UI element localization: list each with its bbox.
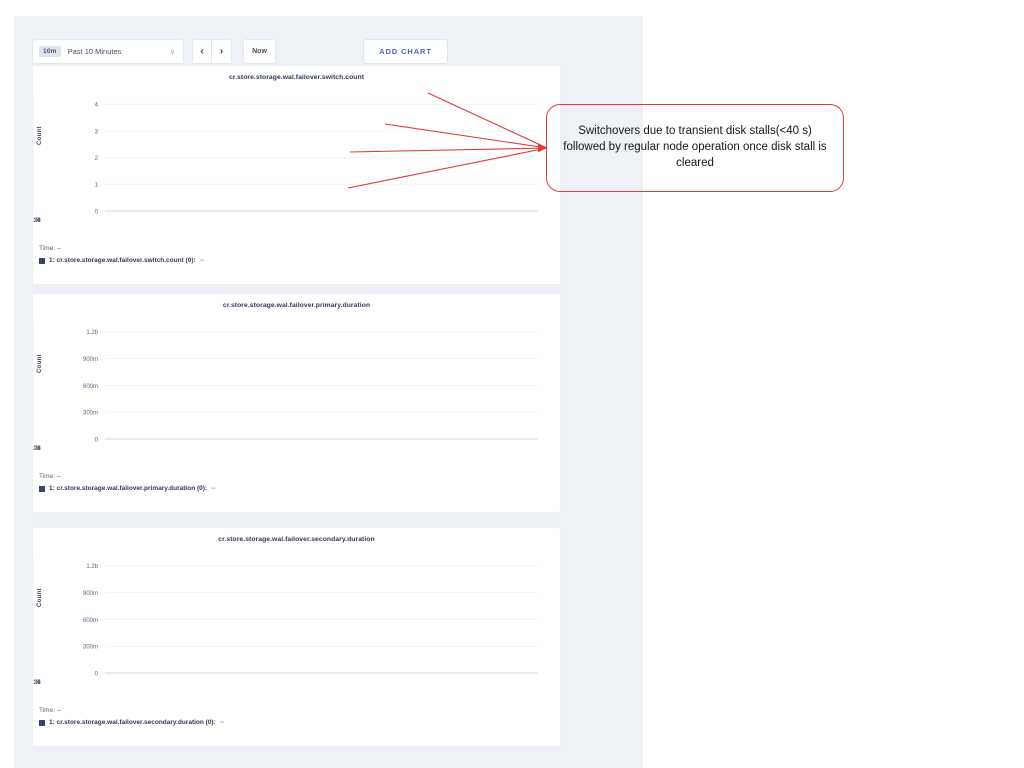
svg-text:19:27: 19:27 — [33, 446, 41, 452]
svg-text:19:24: 19:24 — [33, 446, 41, 452]
svg-text:0: 0 — [95, 671, 99, 677]
svg-text:19:27: 19:27 — [33, 218, 41, 224]
time-readout: Time: -- — [33, 469, 560, 480]
svg-text:0: 0 — [95, 437, 99, 443]
svg-text:19:27: 19:27 — [33, 680, 41, 686]
svg-text:19:29: 19:29 — [33, 446, 41, 452]
chevron-down-icon: ∨ — [169, 48, 175, 56]
y-axis-label: Count — [37, 588, 43, 607]
time-readout-label: Time: — [39, 245, 56, 252]
time-readout-label: Time: — [39, 707, 56, 714]
svg-text:0: 0 — [95, 209, 99, 215]
now-button[interactable]: Now — [243, 39, 276, 64]
chart-plot-svg[interactable]: 0 300m 600m 900m 1.2b 19:2119:2219:2319:2419:… — [33, 309, 562, 469]
svg-text:19:29: 19:29 — [33, 680, 41, 686]
chart-panel: cr.store.storage.wal.failover.switch.cou… — [32, 65, 561, 285]
chart-panel: cr.store.storage.wal.failover.secondary.… — [32, 527, 561, 747]
legend-value: -- — [199, 257, 204, 264]
svg-text:19:28: 19:28 — [33, 680, 41, 686]
y-axis-label: Count — [37, 126, 43, 145]
plot-area: Count 0 300m 600m 900m 1.2b 19:2119:2219:2319… — [33, 309, 562, 469]
svg-text:19:22: 19:22 — [33, 446, 41, 452]
svg-text:19:25: 19:25 — [33, 680, 41, 686]
svg-text:19:23: 19:23 — [33, 446, 41, 452]
add-chart-button[interactable]: ADD CHART — [363, 39, 448, 64]
next-range-button[interactable]: › — [212, 39, 232, 64]
svg-text:300m: 300m — [83, 645, 98, 651]
time-readout-value: -- — [56, 245, 62, 252]
svg-text:19:28: 19:28 — [33, 446, 41, 452]
plot-area: Count 0 300m 600m 900m 1.2b 19:2119:2219:2319… — [33, 543, 562, 703]
time-readout: Time: -- — [33, 703, 560, 714]
chart-plot-svg[interactable]: 0 1 2 3 4 19:2119:2219:2319:2419:2519:2619:27… — [33, 81, 562, 241]
legend-swatch-icon — [39, 485, 45, 492]
svg-text:19:22: 19:22 — [33, 680, 41, 686]
legend-value: -- — [211, 485, 216, 492]
svg-text:19:22: 19:22 — [33, 218, 41, 224]
svg-text:19:25: 19:25 — [33, 446, 41, 452]
svg-text:19:28: 19:28 — [33, 218, 41, 224]
svg-text:600m: 600m — [83, 618, 98, 624]
chart-title: cr.store.storage.wal.failover.primary.du… — [222, 302, 371, 309]
time-readout-label: Time: — [39, 473, 56, 480]
svg-text:4: 4 — [95, 103, 99, 109]
plot-area: Count 0 1 2 3 4 19:2119:2219:2319:2419:2519:2… — [33, 81, 562, 241]
time-range-label: Past 10 Minutes — [67, 47, 122, 56]
legend-swatch-icon — [39, 719, 45, 726]
svg-text:3: 3 — [95, 129, 99, 135]
y-axis-label: Count — [37, 354, 43, 373]
svg-text:1.2b: 1.2b — [86, 564, 98, 570]
svg-text:900m: 900m — [83, 357, 98, 363]
legend-label: 1: cr.store.storage.wal.failover.primary… — [49, 485, 208, 492]
annotation-text: Switchovers due to transient disk stalls… — [563, 125, 827, 169]
svg-text:1: 1 — [95, 183, 99, 189]
chart-panel: cr.store.storage.wal.failover.primary.du… — [32, 293, 561, 513]
chart-legend[interactable]: 1: cr.store.storage.wal.failover.primary… — [33, 480, 560, 492]
annotation-callout: Switchovers due to transient disk stalls… — [546, 104, 844, 192]
time-readout-value: -- — [56, 473, 62, 480]
time-range-select[interactable]: 10m Past 10 Minutes ∨ — [32, 39, 184, 64]
svg-text:1.2b: 1.2b — [86, 330, 98, 336]
svg-text:600m: 600m — [83, 384, 98, 390]
svg-text:19:26: 19:26 — [33, 446, 41, 452]
svg-text:19:23: 19:23 — [33, 218, 41, 224]
svg-text:2: 2 — [95, 156, 99, 162]
dashboard-toolbar: 10m Past 10 Minutes ∨ ‹ › Now ADD CHART — [32, 39, 617, 64]
legend-label: 1: cr.store.storage.wal.failover.seconda… — [49, 719, 216, 726]
svg-text:19:23: 19:23 — [33, 680, 41, 686]
chart-title: cr.store.storage.wal.failover.switch.cou… — [228, 74, 365, 81]
chart-legend[interactable]: 1: cr.store.storage.wal.failover.seconda… — [33, 714, 560, 726]
svg-text:19:21: 19:21 — [33, 680, 41, 686]
svg-text:19:30: 19:30 — [33, 446, 41, 452]
time-nav-group: ‹ › — [192, 39, 232, 64]
svg-text:19:25: 19:25 — [33, 218, 41, 224]
svg-text:19:29: 19:29 — [33, 218, 41, 224]
time-range-badge: 10m — [39, 46, 61, 57]
svg-text:19:21: 19:21 — [33, 446, 41, 452]
time-readout-value: -- — [56, 707, 62, 714]
legend-label: 1: cr.store.storage.wal.failover.switch.… — [49, 257, 196, 264]
time-readout: Time: -- — [33, 241, 560, 252]
chart-plot-svg[interactable]: 0 300m 600m 900m 1.2b 19:2119:2219:2319:2419:… — [33, 543, 562, 703]
svg-text:19:30: 19:30 — [33, 680, 41, 686]
svg-text:19:21: 19:21 — [33, 218, 41, 224]
svg-text:19:30: 19:30 — [33, 218, 41, 224]
svg-text:19:24: 19:24 — [33, 218, 41, 224]
svg-text:19:24: 19:24 — [33, 680, 41, 686]
chart-legend[interactable]: 1: cr.store.storage.wal.failover.switch.… — [33, 252, 560, 264]
legend-swatch-icon — [39, 257, 45, 264]
previous-range-button[interactable]: ‹ — [192, 39, 212, 64]
svg-text:900m: 900m — [83, 591, 98, 597]
svg-text:19:26: 19:26 — [33, 218, 41, 224]
legend-value: -- — [219, 719, 225, 726]
svg-text:19:26: 19:26 — [33, 680, 41, 686]
svg-text:300m: 300m — [83, 411, 98, 417]
chart-title: cr.store.storage.wal.failover.secondary.… — [218, 536, 375, 543]
